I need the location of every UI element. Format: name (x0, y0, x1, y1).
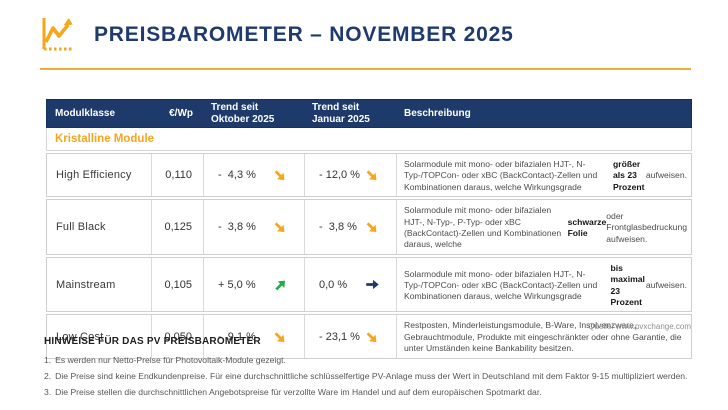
module-class-label: Mainstream (56, 278, 116, 291)
col-header-trend-oktober: Trend seit Oktober 2025 (211, 102, 275, 125)
table-header-row: Modulklasse €/Wp Trend seit Oktober 2025… (46, 99, 692, 128)
description-cell: Solarmodule mit mono- oder bifazialen HJ… (396, 200, 693, 254)
price-value: 0,110 (151, 154, 203, 197)
trend-october-cell: - 4,3 % (203, 154, 304, 197)
header-divider (40, 68, 691, 70)
table-row-low-cost: Low Cost 0,050 - 9,1 % - 23,1 % Restpost… (46, 314, 693, 359)
trend-down-icon (269, 164, 292, 187)
source-credit: Quelle: www.pvxchange.com (588, 322, 691, 331)
col-header-beschreibung: Beschreibung (404, 107, 471, 119)
notes-section: HINWEISE FÜR DAS PV PREISBAROMETER 1. Es … (44, 336, 704, 403)
description-cell: Solarmodule mit mono- oder bifazialen HJ… (396, 154, 693, 197)
trend-up-icon (269, 273, 292, 296)
note-item: 1. Es werden nur Netto-Preise für Photovo… (44, 355, 286, 365)
trend-january-cell: - 23,1 % (304, 315, 396, 358)
module-class-label: High Efficiency (56, 169, 132, 182)
notes-heading: HINWEISE FÜR DAS PV PREISBAROMETER (44, 336, 261, 347)
col-header-trend-januar: Trend seit Januar 2025 (312, 102, 370, 125)
description-cell: Restposten, Minderleistungsmodule, B-War… (396, 315, 693, 358)
col-header-price: €/Wp (169, 107, 193, 119)
col-header-modulklasse: Modulklasse (55, 107, 116, 119)
page-header: PREISBAROMETER – NOVEMBER 2025 (0, 0, 728, 58)
price-value: 0,125 (151, 200, 203, 254)
trend-flat-icon (364, 277, 380, 293)
trend-october-cell: - 3,8 % (203, 200, 304, 254)
group-row-kristalline-module: Kristalline Module (46, 128, 692, 151)
trend-january-cell: 0,0 % (304, 257, 396, 312)
price-chart-icon (40, 15, 76, 55)
trend-down-icon (269, 325, 292, 348)
trend-down-icon (361, 164, 384, 187)
page-title: PREISBAROMETER – NOVEMBER 2025 (94, 23, 514, 46)
trend-october-cell: + 5,0 % (203, 257, 304, 312)
trend-down-icon (269, 216, 292, 239)
trend-october-cell: - 9,1 % (203, 315, 304, 358)
trend-down-icon (361, 325, 384, 348)
trend-january-cell: - 3,8 % (304, 200, 396, 254)
table-row-high-efficiency: High Efficiency 0,110 - 4,3 % - 12,0 % S… (46, 153, 693, 198)
note-item: 3. Die Preise stellen die durchschnittlic… (44, 387, 542, 397)
module-class-label: Low Cost (56, 330, 104, 343)
price-table: Modulklasse €/Wp Trend seit Oktober 2025… (46, 99, 692, 359)
trend-january-cell: - 12,0 % (304, 154, 396, 197)
description-cell: Solarmodule mit mono- oder bifazialen HJ… (396, 257, 693, 312)
module-class-label: Full Black (56, 221, 106, 234)
trend-down-icon (361, 216, 384, 239)
price-value: 0,050 (151, 315, 203, 358)
price-value: 0,105 (151, 257, 203, 312)
table-row-full-black: Full Black 0,125 - 3,8 % - 3,8 % Solarmo… (46, 199, 692, 255)
table-row-mainstream: Mainstream 0,105 + 5,0 % 0,0 % Solarmodu… (46, 256, 693, 313)
note-item: 2. Die Preise sind keine Endkundenpreise.… (44, 371, 688, 381)
